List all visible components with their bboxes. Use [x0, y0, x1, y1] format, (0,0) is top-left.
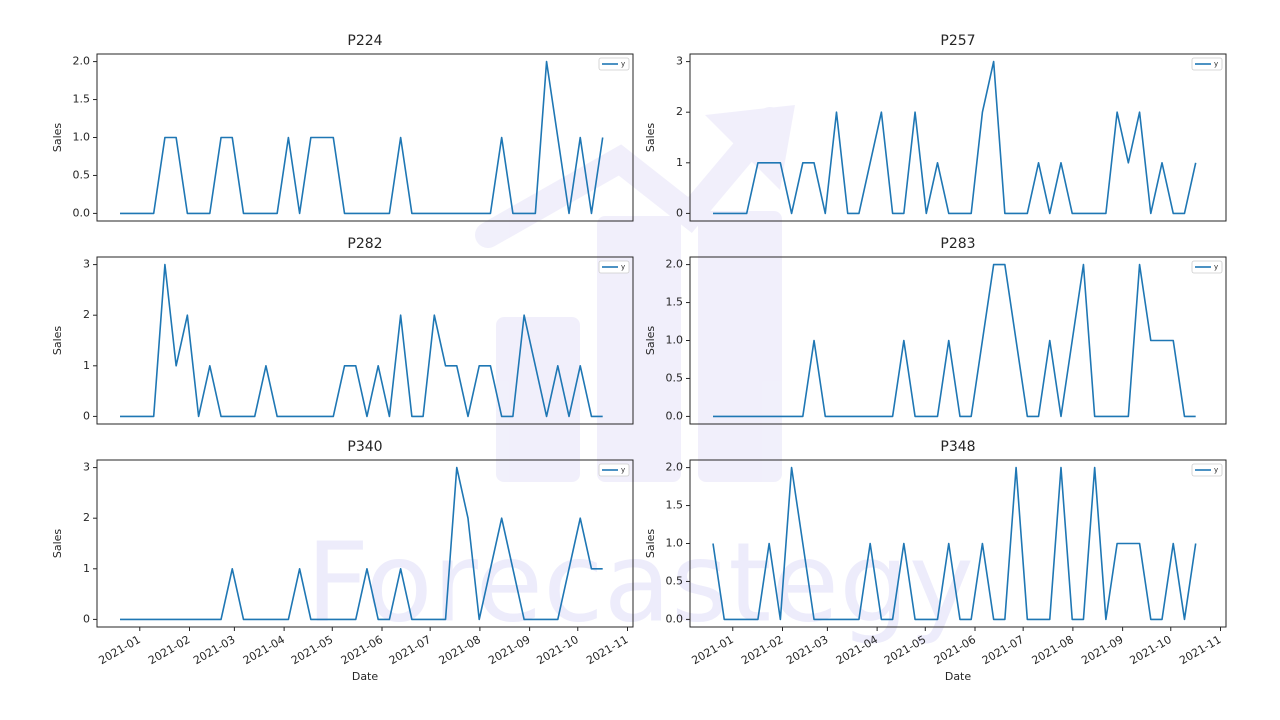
- axes-frame: [689, 459, 1227, 628]
- axes-frame: [689, 256, 1227, 425]
- y-tick-label: 2.0: [666, 461, 684, 474]
- axes-frame: [689, 53, 1227, 222]
- axes-frame: [96, 256, 634, 425]
- y-axis-label: Sales: [644, 123, 657, 153]
- y-tick-label: 1.5: [73, 93, 91, 106]
- y-tick-label: 3: [83, 258, 90, 271]
- legend-label: y: [1214, 466, 1218, 474]
- subplot: P224 Sales 0.0 0.5 1.0 1.5 2.0 y: [51, 33, 634, 222]
- y-tick-label: 2: [83, 308, 90, 321]
- y-tick-label: 2: [83, 511, 90, 524]
- y-axis-label: Sales: [51, 326, 64, 356]
- data-line: [713, 263, 1196, 418]
- y-tick-label: 0.0: [666, 409, 684, 422]
- x-tick-label: 2021-04: [241, 633, 287, 667]
- y-axis-label: Sales: [51, 123, 64, 153]
- y-tick-label: 0.5: [666, 371, 684, 384]
- y-tick-label: 1.0: [73, 131, 91, 144]
- y-tick-label: 0.5: [73, 168, 91, 181]
- x-axis-label: Date: [352, 670, 379, 683]
- legend-label: y: [621, 60, 625, 68]
- subplot-title: P340: [347, 439, 382, 455]
- data-line: [712, 466, 1197, 621]
- y-tick-label: 1: [676, 156, 683, 169]
- axes-frame: [96, 459, 634, 628]
- y-tick-label: 1.0: [666, 334, 684, 347]
- x-tick-label: 2021-11: [1177, 633, 1223, 667]
- x-axis-label: Date: [945, 670, 972, 683]
- y-axis-label: Sales: [644, 529, 657, 559]
- watermark: Forecastegy: [306, 518, 974, 646]
- y-tick-label: 3: [676, 55, 683, 68]
- data-line: [120, 263, 603, 418]
- legend-label: y: [621, 466, 625, 474]
- subplot: P283 Sales 0.0 0.5 1.0 1.5 2.0 y: [644, 236, 1227, 425]
- subplot-title: P283: [940, 236, 975, 252]
- legend-label: y: [1214, 263, 1218, 271]
- x-tick-label: 2021-01: [96, 633, 142, 667]
- y-tick-label: 1: [83, 562, 90, 575]
- x-tick-label: 2021-02: [146, 633, 192, 667]
- y-tick-label: 0: [676, 206, 683, 219]
- y-tick-label: 3: [83, 461, 90, 474]
- axes-frame: [96, 53, 634, 222]
- y-tick-label: 0: [83, 612, 90, 625]
- y-tick-label: 2.0: [666, 258, 684, 271]
- x-tick-label: 2021-08: [1030, 633, 1076, 667]
- data-line: [713, 60, 1197, 215]
- legend-label: y: [1214, 60, 1218, 68]
- y-tick-label: 0.5: [666, 574, 684, 587]
- x-tick-label: 2021-09: [1079, 633, 1125, 667]
- subplot: P282 Sales 0 1 2 3 y: [51, 236, 634, 425]
- y-tick-label: 0: [83, 409, 90, 422]
- y-tick-label: 0.0: [73, 206, 91, 219]
- y-axis-label: Sales: [644, 326, 657, 356]
- data-line: [120, 466, 603, 621]
- y-tick-label: 1.5: [666, 296, 684, 309]
- x-tick-label: 2021-03: [191, 633, 237, 667]
- y-tick-label: 2: [676, 105, 683, 118]
- y-tick-label: 2.0: [73, 55, 91, 68]
- subplot-title: P348: [940, 439, 975, 455]
- x-tick-label: 2021-07: [980, 633, 1026, 667]
- y-axis-label: Sales: [51, 529, 64, 559]
- y-tick-label: 1.0: [666, 537, 684, 550]
- y-tick-label: 1: [83, 359, 90, 372]
- x-tick-label: 2021-10: [1127, 633, 1173, 667]
- subplot-title: P257: [940, 33, 975, 49]
- data-line: [120, 60, 604, 215]
- watermark-logo: [475, 105, 795, 482]
- y-tick-label: 0.0: [666, 612, 684, 625]
- y-tick-label: 1.5: [666, 499, 684, 512]
- subplot-title: P282: [347, 236, 382, 252]
- legend-label: y: [621, 263, 625, 271]
- subplot: P257 Sales 0 1 2 3 y: [644, 33, 1227, 222]
- subplot-title: P224: [347, 33, 382, 49]
